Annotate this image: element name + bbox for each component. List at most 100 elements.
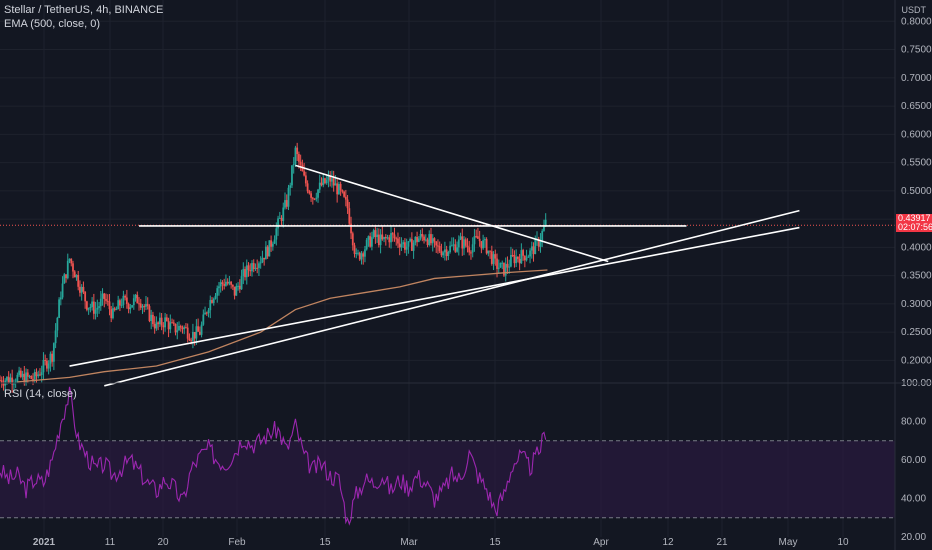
candle-body (103, 293, 106, 300)
candle-body (357, 252, 359, 254)
candle-body (473, 236, 476, 245)
candle-body (497, 267, 500, 269)
candle-body (371, 237, 373, 247)
candle-body (334, 183, 337, 186)
candle-body (285, 200, 288, 207)
time-tick-label: 11 (105, 537, 116, 548)
candle-body (204, 312, 206, 315)
candle-body (49, 353, 52, 364)
candle-body (70, 258, 73, 264)
candle-body (256, 267, 259, 269)
candle-body (529, 250, 531, 257)
candle-body (270, 240, 273, 247)
candle-body (428, 234, 431, 246)
candle-body (127, 303, 130, 310)
candle-body (101, 293, 104, 299)
candle-body (358, 252, 361, 260)
time-tick-label: Apr (593, 537, 609, 548)
candle-body (320, 182, 323, 186)
candle-body (141, 306, 144, 308)
candle-body (324, 178, 326, 184)
trendline[interactable] (104, 209, 800, 387)
symbol-title[interactable]: Stellar / TetherUS, 4h, BINANCE (4, 4, 164, 16)
candle-body (393, 234, 396, 239)
candle-body (138, 303, 140, 305)
candle-body (287, 187, 290, 207)
candle-body (153, 323, 156, 329)
candle-body (228, 281, 231, 284)
last-price-value: 0.43917 (898, 213, 931, 223)
candle-body (391, 233, 394, 235)
candle-body (289, 185, 292, 188)
candle-body (68, 258, 71, 261)
candle-body (158, 317, 161, 325)
candle-body (468, 247, 471, 253)
candle-body (332, 178, 335, 186)
candle-body (437, 245, 439, 247)
candle-body (80, 286, 83, 293)
candle-body (430, 234, 432, 244)
candle-body (339, 184, 342, 191)
candle-body (478, 238, 481, 242)
trendline[interactable] (69, 226, 800, 367)
candle-body (152, 314, 154, 324)
price-tick-label: 0.20000 (901, 355, 932, 366)
candle-body (16, 374, 19, 383)
ema-legend[interactable]: EMA (500, close, 0) (4, 18, 100, 30)
candle-body (252, 263, 255, 269)
candle-body (306, 183, 309, 192)
candle-body (303, 171, 306, 176)
candle-body (2, 383, 5, 386)
rsi-tick-label: 60.00 (901, 455, 926, 466)
candle-body (454, 244, 457, 252)
candle-body (254, 267, 257, 269)
candle-body (299, 161, 302, 165)
candle-body (383, 236, 385, 240)
candle-body (148, 306, 151, 322)
candle-body (113, 308, 116, 310)
candle-body (218, 286, 220, 289)
candle-body (225, 281, 227, 286)
candle-body (25, 372, 27, 384)
candle-body (463, 239, 465, 249)
candle-body (238, 285, 241, 290)
candle-body (456, 247, 458, 252)
candle-body (94, 309, 97, 314)
candle-body (329, 176, 332, 182)
candle-body (464, 239, 467, 246)
candle-body (440, 251, 443, 256)
candle-body (470, 252, 472, 254)
candle-body (251, 263, 253, 272)
trendline[interactable] (295, 164, 609, 263)
candle-body (176, 330, 179, 333)
time-axis[interactable]: 2021 11 20 Feb 15 Mar 15 Apr 12 21 May 10 (33, 537, 849, 548)
candle-body (112, 308, 114, 319)
candle-body (459, 236, 462, 240)
candle-body (395, 238, 398, 240)
time-tick-label: May (779, 537, 798, 548)
candle-body (75, 274, 78, 278)
candle-body (190, 340, 193, 342)
candle-body (185, 327, 187, 329)
candle-body (219, 282, 222, 287)
candle-body (402, 242, 405, 245)
candle-body (106, 300, 109, 302)
candle-body (447, 252, 450, 257)
candle-body (0, 380, 3, 384)
trendlines[interactable] (69, 164, 800, 387)
candle-body (174, 323, 177, 333)
candle-body (186, 327, 189, 339)
candle-body (292, 164, 295, 166)
candle-body (291, 165, 293, 186)
candle-body (381, 234, 384, 240)
candle-body (28, 375, 31, 377)
candlestick-series (0, 142, 547, 393)
candle-body (355, 252, 358, 254)
candle-body (365, 239, 368, 250)
rsi-legend[interactable]: RSI (14, close) (4, 388, 77, 400)
candle-body (139, 303, 142, 308)
candle-body (150, 314, 153, 322)
